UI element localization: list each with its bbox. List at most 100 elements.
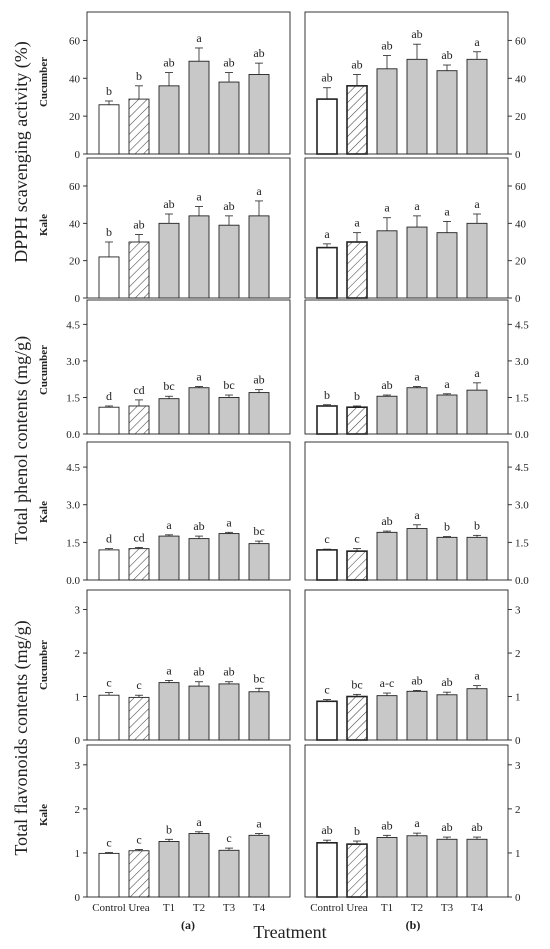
significance-letter: c bbox=[106, 676, 111, 690]
significance-letter: ab bbox=[381, 378, 392, 392]
significance-letter: ab bbox=[351, 57, 362, 71]
bar-t3 bbox=[436, 394, 458, 435]
bar-t4 bbox=[466, 222, 488, 299]
row-label-3: Cucumber bbox=[38, 345, 50, 395]
panel-frame bbox=[86, 744, 291, 898]
y-tick-label: 3.0 bbox=[66, 500, 80, 512]
y-tick-label: 3.0 bbox=[66, 356, 80, 368]
bar-t3 bbox=[218, 397, 240, 435]
y-axis-label-flavonoids: Total flavonoids contents (mg/g) bbox=[11, 620, 32, 855]
significance-letter: b bbox=[136, 69, 142, 83]
bar-t4 bbox=[248, 74, 270, 155]
bar-urea bbox=[128, 548, 150, 581]
chart-panel-6: 0.0 1.5 3.0 4.5 b b ab a a a bbox=[304, 299, 529, 441]
y-tick-label: 4.5 bbox=[515, 462, 529, 474]
chart-panel-12: 0 1 2 3 ab b ab a ab ab Control Urea T1 T2 T3 T4 bbox=[304, 744, 521, 914]
significance-letter: a bbox=[414, 508, 420, 522]
significance-letter: cd bbox=[133, 530, 144, 544]
significance-letter: c bbox=[226, 831, 231, 845]
bar-t4 bbox=[248, 834, 270, 898]
bar-t1 bbox=[376, 395, 398, 435]
bar-t1 bbox=[376, 68, 398, 155]
bar-t4 bbox=[466, 58, 488, 155]
bar-urea bbox=[346, 241, 368, 299]
row-label-6: Kale bbox=[38, 804, 50, 826]
bar-t1 bbox=[158, 85, 180, 155]
significance-letter: a bbox=[226, 515, 232, 529]
y-tick-label: 2 bbox=[515, 804, 521, 816]
y-tick-label: 2 bbox=[75, 804, 81, 816]
chart-panel-3: 0 20 40 60 b ab ab a ab a bbox=[69, 157, 291, 305]
significance-letter: bc bbox=[351, 677, 362, 691]
significance-letter: a bbox=[474, 669, 480, 683]
significance-letter: a bbox=[444, 204, 450, 218]
significance-letter: ab bbox=[223, 665, 234, 679]
bar-t1 bbox=[376, 837, 398, 898]
significance-letter: c bbox=[324, 532, 329, 546]
x-tick-label: T2 bbox=[411, 902, 423, 914]
y-tick-label: 0 bbox=[75, 735, 81, 747]
significance-letter: a bbox=[444, 377, 450, 391]
bar-control bbox=[316, 98, 338, 155]
bar-control bbox=[98, 256, 120, 299]
y-tick-label: 1.5 bbox=[66, 537, 80, 549]
y-tick-label: 4.5 bbox=[515, 319, 529, 331]
x-tick-label: T3 bbox=[223, 902, 236, 914]
chart-panel-1: 0 20 40 60 b b ab a ab ab bbox=[69, 11, 291, 161]
bar-control bbox=[98, 549, 120, 581]
x-tick-label: Control bbox=[310, 902, 344, 914]
y-tick-label: 40 bbox=[515, 73, 527, 85]
y-tick-label: 4.5 bbox=[66, 462, 80, 474]
significance-letter: ab bbox=[133, 218, 144, 232]
y-tick-label: 0.0 bbox=[66, 575, 80, 587]
y-tick-label: 1.5 bbox=[515, 392, 529, 404]
panel-frame bbox=[304, 11, 509, 155]
panel-frame bbox=[86, 589, 291, 741]
significance-letter: a bbox=[474, 197, 480, 211]
bar-t1 bbox=[158, 841, 180, 898]
significance-letter: ab bbox=[193, 519, 204, 533]
row-label-5: Cucumber bbox=[38, 640, 50, 690]
significance-letter: a bbox=[414, 199, 420, 213]
bar-t1 bbox=[376, 531, 398, 581]
significance-letter: b bbox=[474, 518, 480, 532]
significance-letter: ab bbox=[471, 820, 482, 834]
chart-panel-5: 0.0 1.5 3.0 4.5 d cd bc a bc ab bbox=[66, 299, 291, 441]
significance-letter: ab bbox=[411, 27, 422, 41]
significance-letter: b bbox=[324, 388, 330, 402]
significance-letter: ab bbox=[223, 56, 234, 70]
x-tick-label: T4 bbox=[253, 902, 266, 914]
y-tick-label: 0 bbox=[75, 892, 81, 904]
bar-t1 bbox=[158, 222, 180, 299]
y-tick-label: 3.0 bbox=[515, 500, 529, 512]
y-tick-label: 1 bbox=[515, 692, 521, 704]
row-label-2: Kale bbox=[38, 214, 50, 236]
significance-letter: ab bbox=[411, 673, 422, 687]
y-axis-label-phenol: Total phenol contents (mg/g) bbox=[11, 336, 32, 544]
significance-letter: ab bbox=[163, 56, 174, 70]
y-tick-label: 3.0 bbox=[515, 356, 529, 368]
bar-t3 bbox=[218, 81, 240, 155]
y-tick-label: 0.0 bbox=[66, 429, 80, 441]
bar-t2 bbox=[188, 60, 210, 155]
x-tick-label: T2 bbox=[193, 902, 205, 914]
bar-control bbox=[316, 842, 338, 898]
y-tick-label: 1 bbox=[75, 848, 81, 860]
y-tick-label: 60 bbox=[69, 181, 81, 193]
bar-t4 bbox=[248, 215, 270, 299]
x-tick-label: Urea bbox=[346, 902, 367, 914]
significance-letter: ab bbox=[381, 818, 392, 832]
y-tick-label: 0 bbox=[515, 149, 521, 161]
x-axis-title: Treatment bbox=[253, 922, 326, 942]
bar-t3 bbox=[218, 533, 240, 581]
panel-frame bbox=[86, 441, 291, 581]
significance-letter: ab bbox=[381, 39, 392, 53]
bar-urea bbox=[346, 550, 368, 581]
significance-letter: a bbox=[196, 369, 202, 383]
y-tick-label: 20 bbox=[515, 111, 527, 123]
significance-letter: b bbox=[444, 520, 450, 534]
panel-frame bbox=[86, 11, 291, 155]
x-tick-label: T3 bbox=[441, 902, 454, 914]
y-tick-label: 40 bbox=[69, 218, 81, 230]
